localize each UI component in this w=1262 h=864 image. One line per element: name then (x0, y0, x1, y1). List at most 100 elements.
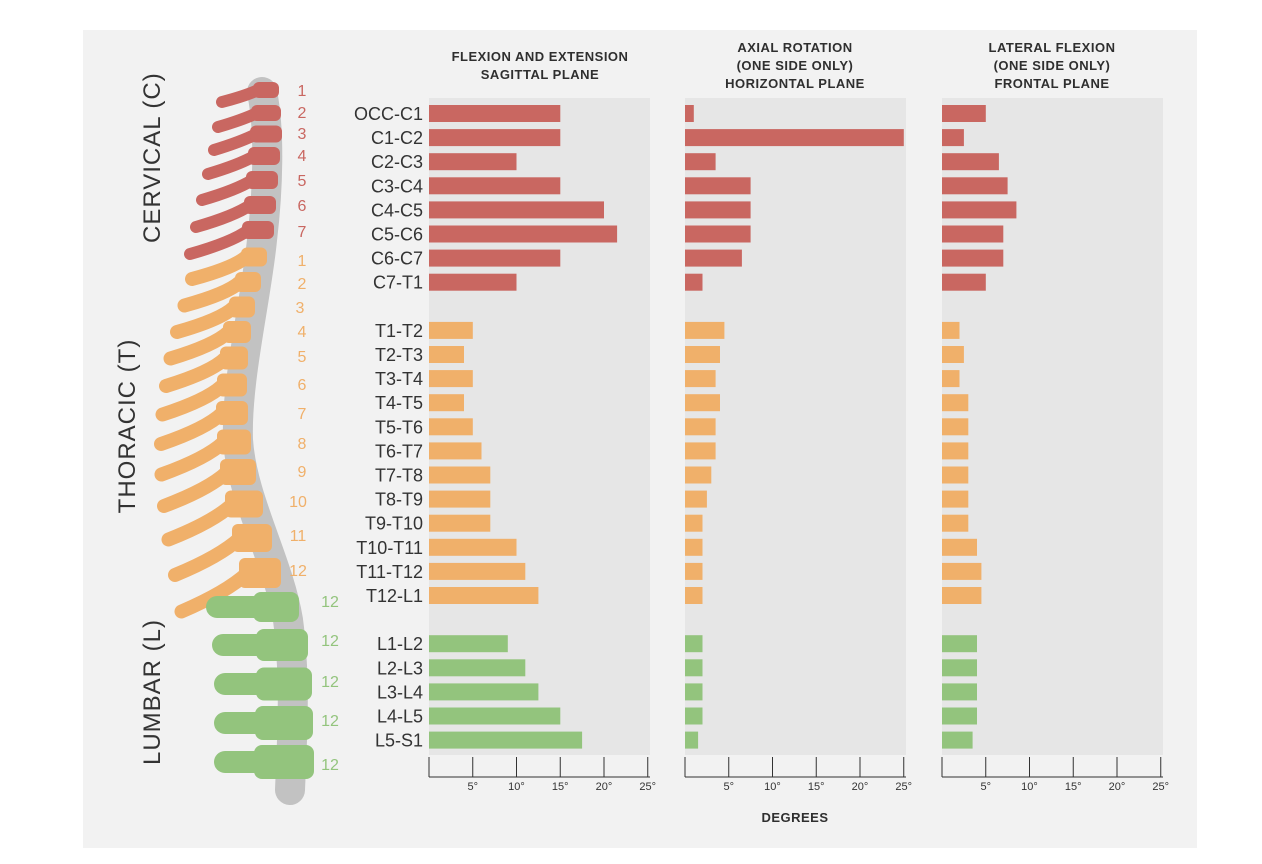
vertebra-number-lumbar: 12 (321, 757, 339, 774)
x-tick-label: 15° (1065, 781, 1082, 793)
bar-t9-t10 (942, 514, 969, 532)
vertebral-body (216, 401, 248, 425)
segment-label: L2-L3 (377, 658, 423, 678)
x-tick-label: 10° (1021, 781, 1038, 793)
bar-t4-t5 (685, 394, 720, 412)
bar-l5-s1 (685, 731, 699, 749)
bar-l1-l2 (685, 635, 703, 653)
panel-title-lateral: LATERAL FLEXION (ONE SIDE ONLY) FRONTAL … (937, 39, 1167, 93)
bar-t9-t10 (685, 514, 703, 532)
bar-c6-c7 (942, 249, 1004, 267)
vertebra-number-thoracic: 3 (296, 300, 305, 317)
bar-l3-l4 (685, 683, 703, 701)
segment-label: C1-C2 (371, 128, 423, 148)
vertebral-body (251, 105, 281, 121)
panel-title-axial: AXIAL ROTATION (ONE SIDE ONLY) HORIZONTA… (680, 39, 910, 93)
x-tick-label: 20° (596, 781, 613, 793)
bar-l2-l3 (942, 659, 977, 677)
bar-l1-l2 (942, 635, 977, 653)
vertebra (161, 490, 263, 547)
vertebral-body (220, 459, 256, 485)
vertebral-body (242, 221, 274, 239)
panel-title-line: HORIZONTAL PLANE (725, 76, 865, 91)
bar-t2-t3 (429, 346, 464, 363)
vertebral-body (232, 524, 272, 552)
vertebra (154, 401, 248, 451)
x-tick-label: 10° (764, 781, 781, 793)
vertebra-number-cervical: 5 (298, 173, 307, 190)
x-tick-label: 10° (508, 781, 525, 793)
bar-c7-t1 (685, 273, 703, 291)
vertebral-body (244, 196, 276, 214)
segment-label: T8-T9 (375, 490, 423, 510)
vertebra (214, 706, 313, 740)
vertebral-body (241, 247, 267, 267)
bar-occ-c1 (685, 105, 694, 122)
vertebral-body (220, 346, 248, 370)
vertebra (154, 429, 251, 482)
vertebra-number-thoracic: 9 (298, 464, 307, 481)
vertebra (190, 196, 276, 233)
bar-t3-t4 (685, 370, 716, 388)
vertebra-number-thoracic: 8 (298, 436, 307, 453)
panel-title-line: SAGITTAL PLANE (480, 67, 600, 82)
spinous-process (196, 174, 259, 206)
bar-t10-t11 (429, 538, 517, 556)
vertebral-body (248, 147, 280, 165)
bar-l5-s1 (429, 731, 583, 749)
bar-t1-t2 (685, 321, 725, 339)
bar-t5-t6 (942, 418, 969, 436)
bar-c3-c4 (685, 177, 751, 195)
segment-label: C4-C5 (371, 200, 423, 220)
segment-label: T10-T11 (356, 538, 423, 558)
segment-label: C7-T1 (373, 273, 423, 293)
x-tick-label: 25° (895, 781, 912, 793)
x-tick-label: 20° (1109, 781, 1126, 793)
segment-label: L1-L2 (377, 634, 423, 654)
bar-t4-t5 (942, 394, 969, 412)
bar-t1-t2 (942, 321, 960, 339)
bar-c4-c5 (942, 201, 1017, 219)
spinous-process (161, 497, 240, 547)
panel-title-flexion: FLEXION AND EXTENSION SAGITTAL PLANE (420, 48, 660, 84)
spinous-process (190, 199, 257, 233)
panel-title-line: (ONE SIDE ONLY) (993, 58, 1111, 73)
vertebra-number-cervical: 6 (298, 198, 307, 215)
segment-label: T3-T4 (375, 369, 423, 389)
vertebra-number-thoracic: 11 (290, 528, 307, 545)
bar-c1-c2 (685, 129, 904, 147)
vertebral-body (253, 82, 279, 98)
vertebral-body (255, 706, 313, 740)
bar-c3-c4 (942, 177, 1008, 195)
bar-occ-c1 (942, 105, 986, 122)
vertebra (163, 321, 251, 366)
bar-c4-c5 (429, 201, 604, 219)
vertebra-number-lumbar: 12 (321, 674, 339, 691)
spinous-process (184, 224, 255, 260)
bar-c5-c6 (942, 225, 1004, 243)
bar-t3-t4 (942, 370, 960, 388)
panel-title-line: LATERAL FLEXION (988, 40, 1116, 55)
segment-label: C3-C4 (371, 176, 423, 196)
spinous-process (168, 531, 247, 582)
vertebral-body (256, 629, 308, 661)
bar-t11-t12 (942, 562, 982, 580)
vertebra-number-cervical: 4 (298, 148, 307, 165)
segment-label: T9-T10 (365, 514, 423, 534)
vertebra (212, 105, 281, 133)
vertebra-number-thoracic: 4 (298, 324, 307, 341)
bar-t5-t6 (429, 418, 473, 436)
bar-c2-c3 (942, 153, 999, 171)
segment-label: L5-S1 (375, 731, 423, 751)
vertebral-body (246, 171, 278, 189)
vertebral-body (235, 272, 261, 292)
bar-t11-t12 (429, 562, 526, 580)
vertebra-number-cervical: 7 (298, 224, 307, 241)
vertebra-number-lumbar: 12 (321, 633, 339, 650)
vertebral-body (256, 667, 312, 701)
bar-t12-l1 (429, 587, 539, 604)
bar-t8-t9 (685, 490, 707, 508)
bar-l3-l4 (942, 683, 977, 701)
vertebral-body (253, 592, 299, 622)
vertebral-body (223, 321, 251, 343)
